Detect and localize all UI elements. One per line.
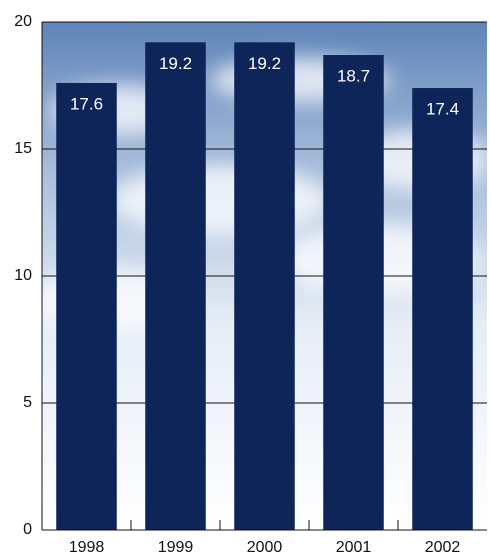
- y-tick-label: 20: [14, 13, 32, 30]
- bar: [56, 82, 117, 531]
- value-label: 17.4: [426, 100, 459, 119]
- bar: [145, 42, 206, 530]
- x-tick-label: 2000: [247, 539, 283, 556]
- bar: [234, 42, 295, 530]
- value-label: 19.2: [248, 54, 281, 73]
- value-label: 19.2: [159, 54, 192, 73]
- x-tick-label: 1999: [158, 539, 194, 556]
- bar: [323, 55, 384, 531]
- x-tick-label: 2001: [336, 539, 372, 556]
- x-tick-label: 1998: [69, 539, 105, 556]
- value-label: 18.7: [337, 67, 370, 86]
- bar: [412, 88, 473, 530]
- y-tick-label: 15: [14, 140, 32, 157]
- x-tick-label: 2002: [425, 539, 461, 556]
- y-tick-label: 5: [23, 394, 32, 411]
- value-label: 17.6: [70, 94, 103, 113]
- bars: [56, 42, 473, 531]
- y-tick-label: 10: [14, 267, 32, 284]
- y-tick-label: 0: [23, 521, 32, 538]
